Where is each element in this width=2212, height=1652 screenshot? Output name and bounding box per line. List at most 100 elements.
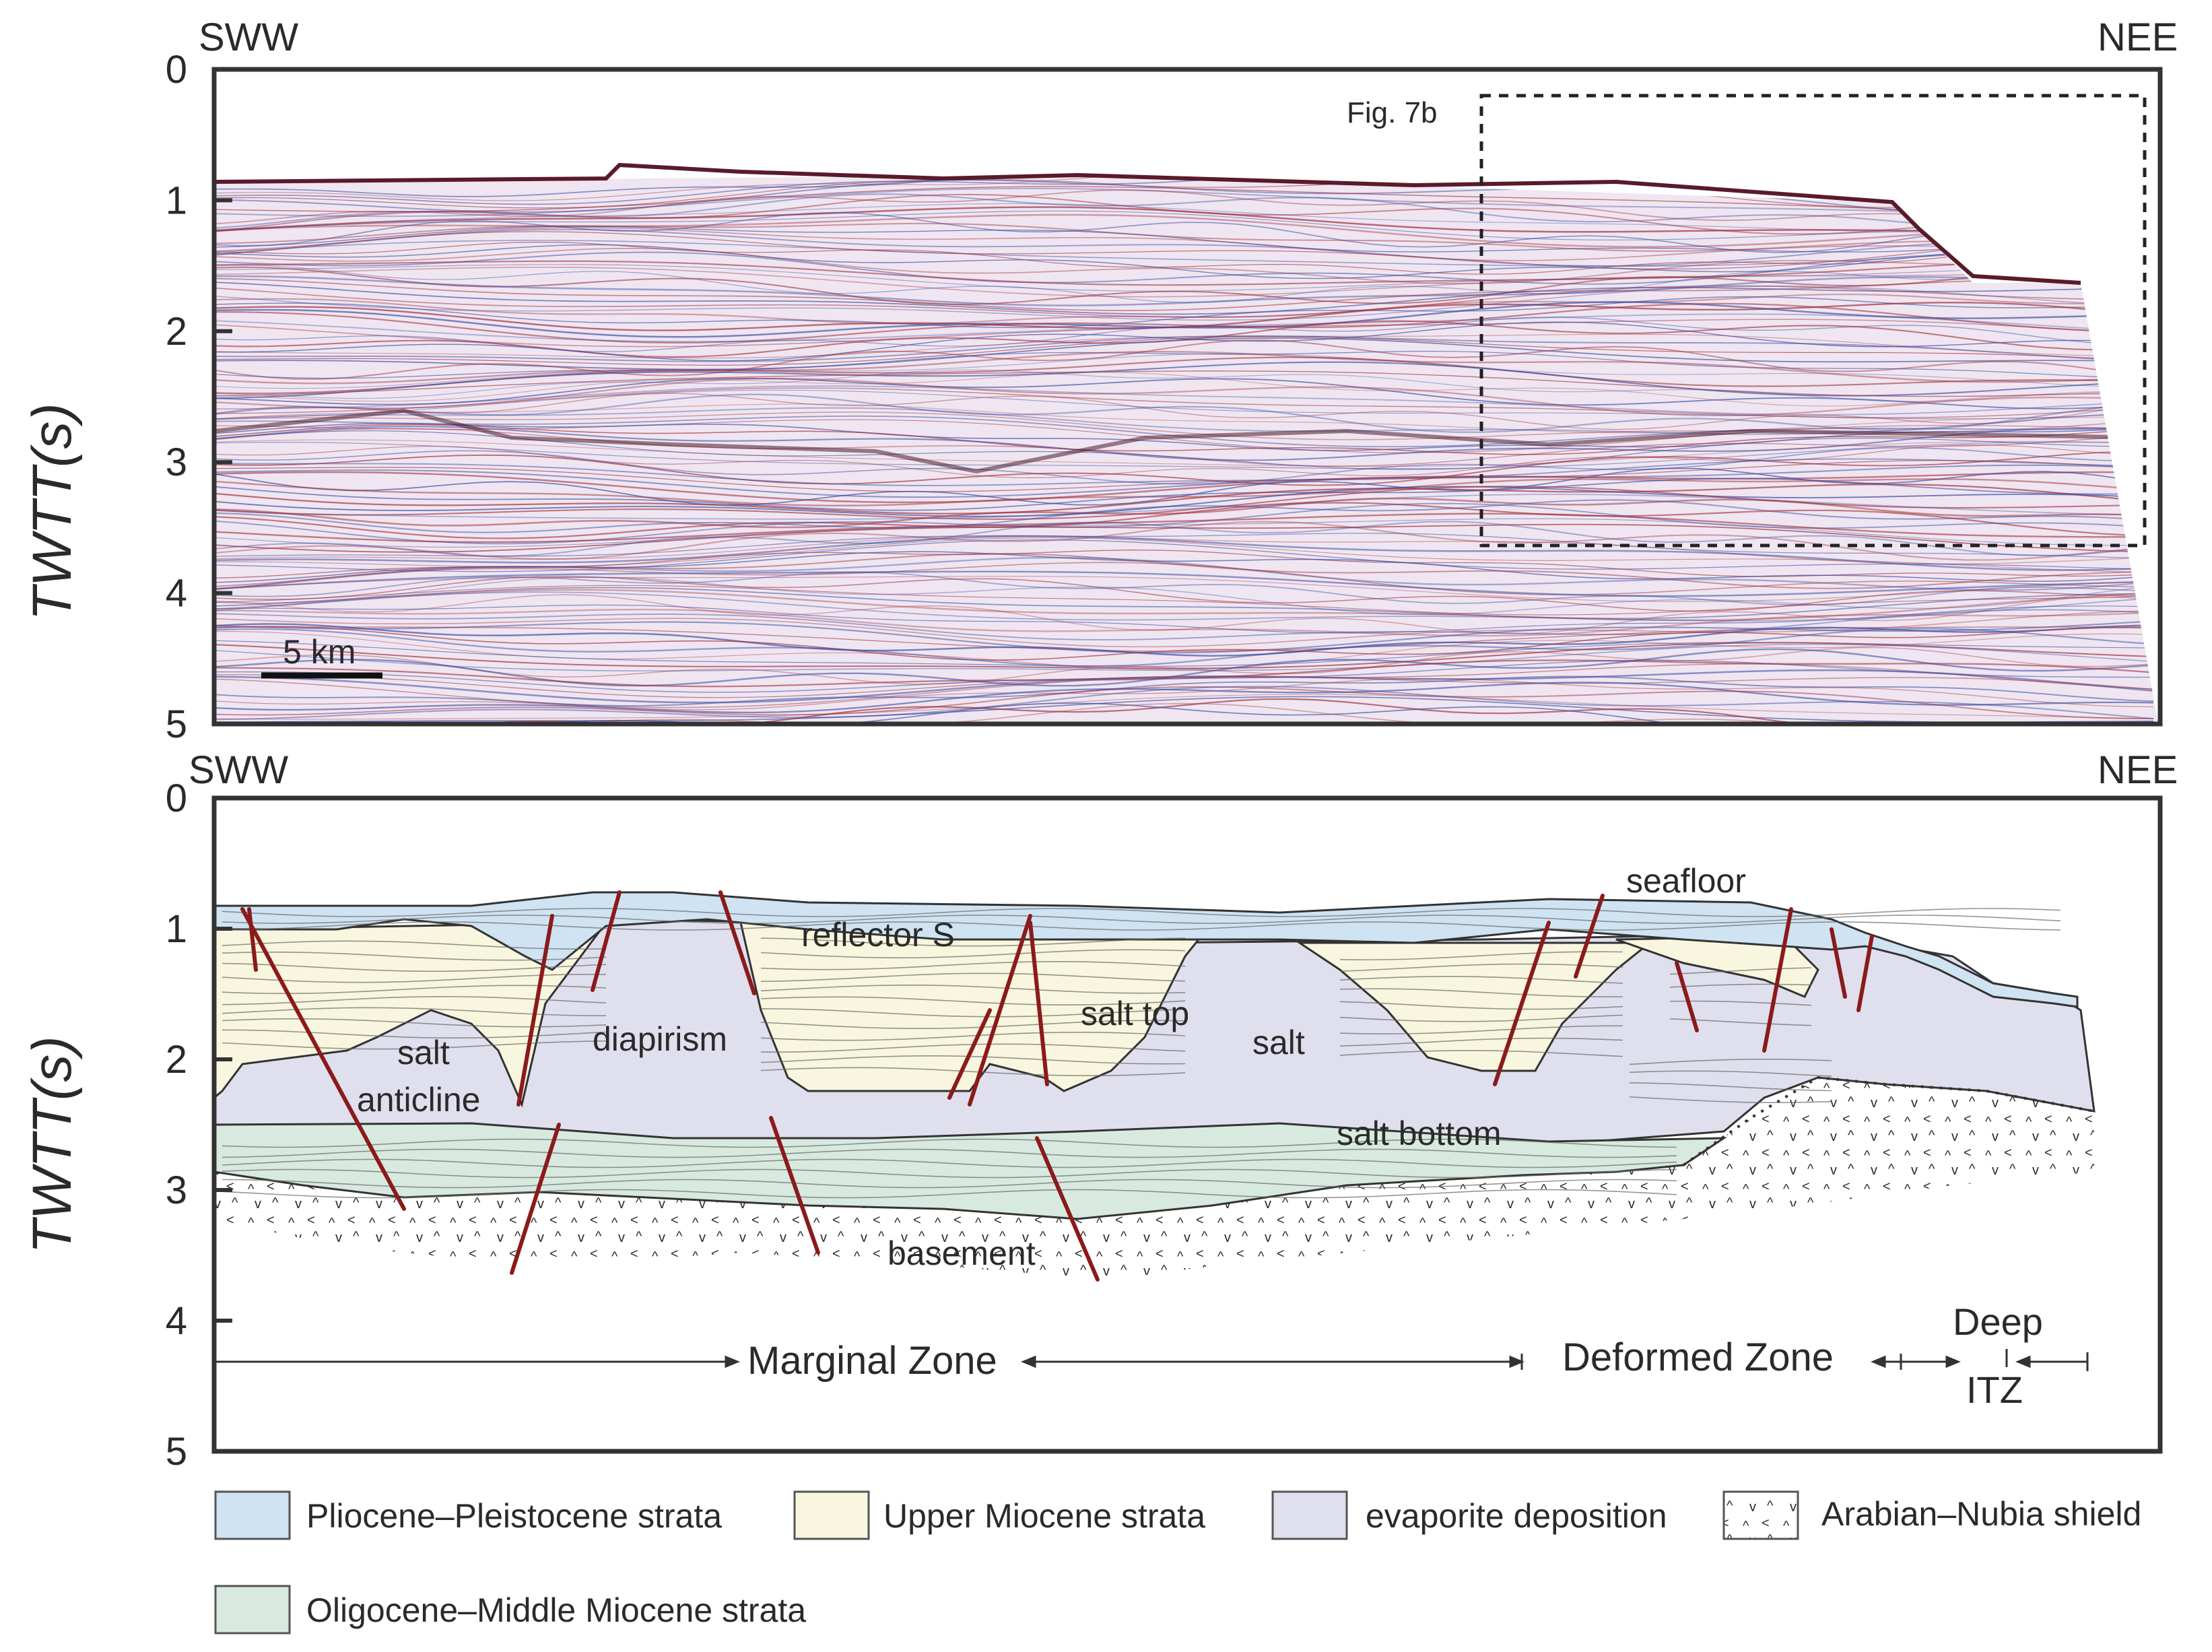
seismic-reflector-line: [214, 277, 2154, 311]
seismic-reflector-line: [214, 570, 2154, 597]
legend-item-shield: Arabian–Nubia shield: [1722, 1490, 2141, 1540]
seismic-reflector-line: [214, 370, 2154, 397]
fault-13: [1574, 894, 1605, 979]
stratal-line: [222, 1040, 607, 1050]
stratal-line: [1339, 1014, 1623, 1022]
seismic-reflector-line: [214, 393, 2154, 430]
seismic-reflector-line: [214, 484, 2154, 515]
seismic-reflector-line: [214, 648, 2154, 687]
fault-4: [591, 890, 622, 992]
seismic-reflector-line: [214, 266, 2154, 305]
seismic-reflector-line: [214, 228, 2154, 267]
stratal-line: [760, 1055, 1186, 1065]
seismic-reflector-line: [214, 518, 2154, 548]
seismic-reflector-line: [214, 587, 2154, 620]
stratal-line: [222, 1189, 1677, 1199]
annotation-salt-bottom: salt bottom: [1337, 1115, 1502, 1152]
bottom-left-direction-label: SWW: [189, 748, 288, 792]
stratal-line: [1339, 951, 1623, 961]
seismic-reflector-line: [214, 385, 2154, 416]
legend-item-upper-miocene: Upper Miocene strata: [793, 1490, 1205, 1540]
seismic-reflector-line: [214, 702, 2154, 724]
legend-label-upper-miocene: Upper Miocene strata: [883, 1497, 1205, 1535]
legend-swatch-oligocene: [214, 1585, 291, 1634]
bottom-tick-label-4: 4: [166, 1299, 187, 1343]
fault-15: [1762, 907, 1793, 1053]
legend-item-pliocene: Pliocene–Pleistocene strata: [214, 1490, 722, 1540]
seismic-reflector-line: [214, 439, 2154, 467]
seismic-reflector-line: [214, 377, 2154, 409]
seismic-reflector-line: [214, 248, 2154, 284]
seismic-reflector-line: [214, 393, 2154, 433]
stratal-line: [1339, 1001, 1623, 1010]
seismic-reflector-line: [214, 686, 2153, 719]
basement-unit: [214, 1078, 2094, 1280]
seismic-reflector-line: [214, 353, 2154, 389]
legend-item-oligocene: Oligocene–Middle Miocene strata: [214, 1585, 806, 1634]
seismic-reflector-line: [214, 210, 2154, 240]
seismic-reflector-line: [214, 451, 2154, 486]
annotation-salt-anticline-line2: anticline: [357, 1081, 480, 1119]
seismic-reflector-line: [214, 535, 2154, 565]
fault-11: [1035, 1136, 1100, 1282]
stratal-line: [760, 996, 1186, 1006]
top-panel-frame: [211, 67, 2163, 727]
seismic-reflector-line: [214, 313, 2154, 343]
stratal-line: [760, 1008, 1186, 1018]
seismic-reflector-line: [214, 486, 2154, 517]
seismic-reflector-line: [214, 211, 2154, 253]
seismic-reflector-line: [214, 350, 2154, 379]
annotation-seafloor: seafloor: [1626, 862, 1746, 900]
legend-label-evaporite: evaporite deposition: [1366, 1497, 1667, 1535]
stratal-line: [222, 1148, 1677, 1158]
seismic-reflector-line: [214, 458, 2154, 486]
stratal-line: [222, 1018, 607, 1028]
seismic-reflector-line: [214, 319, 2154, 348]
basement-top-dotted: [1682, 1076, 2095, 1166]
seismic-reflector-line: [214, 539, 2154, 572]
seismic-reflector-line: [214, 502, 2154, 539]
seismic-reflector-line: [214, 241, 2154, 275]
seismic-reflector-line: [214, 675, 2154, 706]
seismic-reflector-line: [214, 186, 2154, 215]
stratal-line: [1339, 963, 1623, 972]
seismic-section: [214, 175, 2158, 724]
seismic-reflector-line: [214, 361, 2154, 399]
stratal-line: [1339, 988, 1623, 998]
zone-deep: Deep: [1953, 1300, 2043, 1343]
zone-marginal: Marginal Zone: [747, 1339, 997, 1383]
seismic-reflector-line: [214, 585, 2154, 616]
seismic-reflector-line: [214, 389, 2154, 420]
bottom-y-axis: 0 1 2 3 4 5: [166, 777, 232, 1474]
seismic-reflector-line: [214, 562, 2154, 595]
seismic-reflector-line: [214, 189, 2154, 225]
seismic-reflector-line: [214, 494, 2154, 520]
fault-2: [247, 907, 258, 972]
stratal-line: [760, 960, 1186, 970]
seismic-reflector-line: [214, 336, 2154, 366]
legend-swatch-evaporite: [1271, 1490, 1348, 1540]
stratal-line: [760, 1020, 1186, 1030]
legend-item-evaporite: evaporite deposition: [1271, 1490, 1667, 1540]
seismic-reflector-line: [214, 533, 2154, 559]
legend-label-pliocene: Pliocene–Pleistocene strata: [306, 1497, 722, 1535]
stratal-line: [760, 1067, 1186, 1077]
annotation-diapirism: diapirism: [593, 1020, 727, 1058]
stratal-line: [1629, 1082, 1832, 1092]
stratal-lines: [222, 908, 2061, 1199]
seismic-reflector-line: [214, 282, 2154, 315]
seismic-reflector-line: [214, 471, 2154, 504]
bottom-tick-label-2: 2: [166, 1038, 187, 1082]
seismic-reflector-line: [214, 321, 2154, 362]
stratal-line: [222, 1158, 1677, 1168]
seismic-reflector-line: [214, 335, 2154, 363]
fault-10: [947, 1008, 992, 1100]
stratal-line: [1339, 976, 1623, 984]
fault-7: [769, 1116, 820, 1255]
stratal-line: [222, 908, 2061, 917]
upper-miocene-basin-1: [214, 921, 609, 1108]
seismic-reflector-line: [214, 377, 2154, 417]
stratal-line: [222, 1138, 1677, 1148]
stratal-line: [760, 937, 1186, 947]
